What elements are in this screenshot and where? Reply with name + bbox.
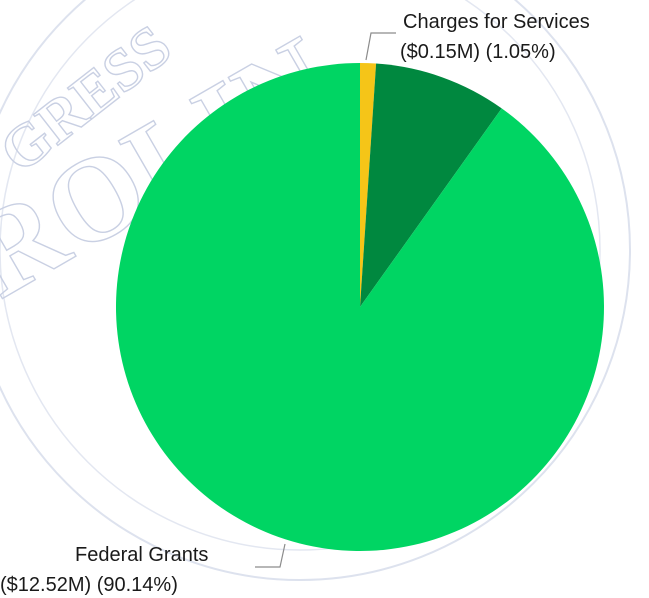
label-federal-name: Federal Grants: [75, 544, 208, 566]
pie-slice-1: [360, 63, 377, 307]
seal-ring-inner: [0, 0, 601, 551]
pie-slice-3: [115, 63, 604, 551]
label-charges-name: Charges for Services: [403, 11, 590, 33]
label-charges-value: ($0.15M) (1.05%): [400, 41, 556, 63]
pie-slices: [115, 63, 604, 551]
leader-line-federal: [255, 543, 286, 568]
label-federal-value: ($12.52M) (90.14%): [0, 574, 178, 596]
pie-labels: Charges for Services ($0.15M) (1.05%) Fe…: [0, 11, 590, 596]
seal-ring-outer: [0, 0, 631, 581]
pie-slice-2: [360, 63, 502, 307]
leader-line-charges: [365, 32, 396, 61]
